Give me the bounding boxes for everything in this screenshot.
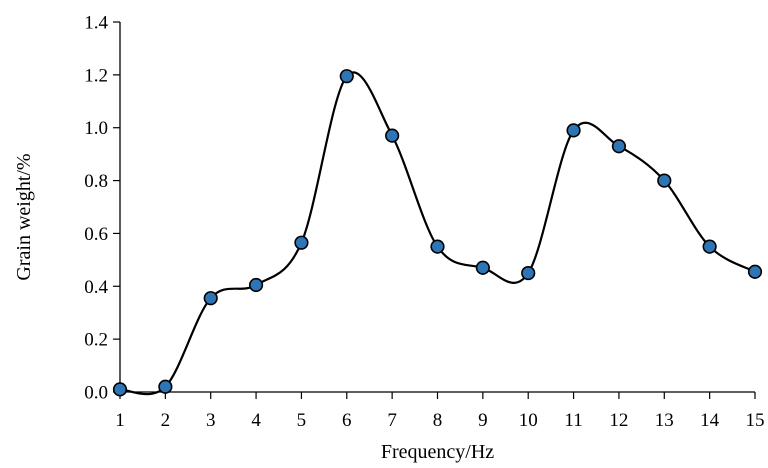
data-point-13 xyxy=(657,173,672,188)
data-point-10 xyxy=(521,265,536,281)
x-tick-label: 14 xyxy=(700,410,720,431)
data-point-15 xyxy=(747,264,763,279)
data-point-14 xyxy=(702,239,717,254)
x-tick-label: 8 xyxy=(433,410,443,431)
x-axis-ticks: 1 2 3 4 5 6 7 8 9 10 11 12 13 14 15 xyxy=(115,392,765,431)
x-tick-label: 13 xyxy=(655,410,674,431)
x-tick-label: 12 xyxy=(609,410,628,431)
data-markers xyxy=(112,69,763,397)
x-tick-label: 9 xyxy=(478,410,488,431)
data-point-12 xyxy=(611,139,627,154)
data-point-1 xyxy=(112,382,128,397)
y-tick-label: 0.8 xyxy=(84,171,108,192)
data-point-7 xyxy=(385,128,400,143)
data-point-6 xyxy=(339,69,354,84)
x-tick-label: 10 xyxy=(519,410,538,431)
x-tick-label: 7 xyxy=(387,410,397,431)
series-line xyxy=(119,71,756,396)
y-tick-label: 0.0 xyxy=(84,383,108,404)
data-point-5 xyxy=(294,235,309,250)
y-tick-label: 0.6 xyxy=(84,224,108,245)
data-point-2 xyxy=(158,379,173,394)
y-axis-title: Grain weight/% xyxy=(13,153,35,280)
x-tick-label: 11 xyxy=(564,410,582,431)
y-axis-ticks: 0.0 0.2 0.4 0.6 0.8 1.0 1.2 1.4 xyxy=(84,13,120,404)
data-point-8 xyxy=(430,239,445,254)
y-tick-label: 1.4 xyxy=(84,13,108,34)
x-tick-label: 15 xyxy=(746,410,765,431)
x-tick-label: 2 xyxy=(161,410,171,431)
data-point-4 xyxy=(248,277,264,293)
y-tick-label: 1.0 xyxy=(84,118,108,139)
data-point-3 xyxy=(203,291,218,306)
x-axis-title: Frequency/Hz xyxy=(381,441,494,463)
x-tick-label: 3 xyxy=(206,410,216,431)
y-tick-label: 0.2 xyxy=(84,330,108,351)
y-tick-label: 1.2 xyxy=(84,65,108,86)
x-tick-label: 4 xyxy=(251,410,261,431)
data-point-11 xyxy=(566,123,581,138)
axes xyxy=(119,22,755,393)
data-point-9 xyxy=(475,260,490,275)
x-tick-label: 5 xyxy=(297,410,307,431)
y-tick-label: 0.4 xyxy=(84,277,108,298)
x-tick-label: 6 xyxy=(342,410,352,431)
x-tick-label: 1 xyxy=(115,410,125,431)
